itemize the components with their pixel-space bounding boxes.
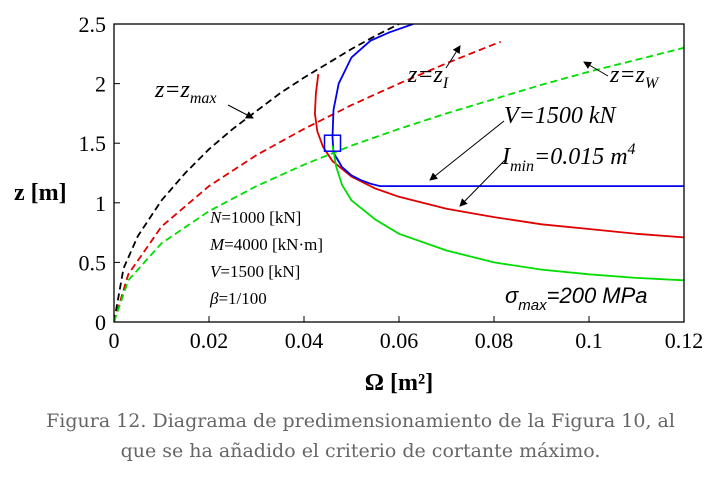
- label-Imin-sub: min: [510, 158, 534, 175]
- param-N-symbol: N: [209, 208, 223, 227]
- label-zmax-main: z=z: [154, 77, 191, 103]
- x-tick-label: 0.02: [190, 328, 229, 353]
- param-beta-value: =1/100: [218, 289, 266, 308]
- x-tick-label: 0.06: [380, 328, 419, 353]
- param-N-value: =1000 [kN]: [221, 208, 301, 227]
- x-tick-label: 0.04: [285, 328, 324, 353]
- param-beta-symbol: β: [209, 289, 219, 308]
- y-axis-label: z [m]: [14, 180, 67, 206]
- label-zW-sub: W: [645, 75, 660, 92]
- x-tick-label: 0.1: [575, 328, 603, 353]
- arrow-zI: [445, 45, 461, 69]
- param-V: V=1500 [kN]: [210, 262, 300, 281]
- series-line-5: [331, 145, 684, 282]
- label-zmax-sub: max: [190, 90, 217, 107]
- label-Imin-rest: =0.015 m: [534, 144, 628, 170]
- arrow-zW: [583, 61, 609, 77]
- caption-line-2: que se ha añadido el criterio de cortant…: [120, 440, 601, 462]
- series-line-0: [114, 24, 400, 322]
- label-sigma-main: σ: [505, 283, 519, 308]
- label-V: V=1500 kN: [504, 103, 618, 129]
- arrow-zmax: [227, 104, 254, 119]
- label-zI-sub: I: [442, 75, 449, 92]
- label-zmax: z=zmax: [154, 77, 217, 107]
- y-tick-label: 2: [95, 72, 106, 97]
- param-M-value: =4000 [kN·m]: [224, 235, 323, 254]
- x-tick-label: 0: [109, 328, 120, 353]
- optimum-marker: [323, 134, 342, 152]
- param-N: N=1000 [kN]: [209, 208, 301, 227]
- series-line-4: [331, 24, 684, 187]
- label-Imin: Imin=0.015 m4: [501, 141, 636, 175]
- caption-line-1: Figura 12. Diagrama de predimensionamien…: [46, 410, 675, 432]
- label-sigma: σmax=200 MPa: [505, 283, 648, 314]
- param-M-symbol: M: [209, 235, 225, 254]
- x-tick-label: 0.12: [665, 328, 704, 353]
- chart: 0 0.02 0.04 0.06 0.08 0.1 0.12 0 0.5 1 1.5 2 2.5 Ω […: [14, 12, 704, 396]
- ticks-group: 0 0.02 0.04 0.06 0.08 0.1 0.12 0 0.5 1 1.5 2 2.5: [79, 12, 704, 353]
- y-tick-label: 1: [95, 191, 106, 216]
- series-line-1: [114, 41, 502, 322]
- arrow-Imin: [459, 159, 506, 207]
- y-tick-label: 1.5: [79, 131, 107, 156]
- figure-caption: Figura 12. Diagrama de predimensionamien…: [0, 406, 721, 466]
- label-zW: z=zW: [609, 62, 660, 92]
- y-tick-label: 0.5: [79, 250, 107, 275]
- label-Imin-sup: 4: [628, 141, 636, 158]
- curves-group: [114, 24, 684, 322]
- param-V-symbol: V: [210, 262, 223, 281]
- x-axis-label: Ω [m²]: [365, 370, 433, 396]
- x-tick-label: 0.08: [475, 328, 514, 353]
- y-tick-label: 0: [95, 310, 106, 335]
- param-beta: β=1/100: [209, 289, 267, 308]
- param-V-value: =1500 [kN]: [220, 262, 300, 281]
- y-tick-label: 2.5: [79, 12, 107, 37]
- label-sigma-sub: max: [518, 297, 547, 314]
- param-M: M=4000 [kN·m]: [209, 235, 323, 254]
- series-line-3: [313, 73, 684, 239]
- label-zW-main: z=z: [609, 62, 646, 88]
- label-sigma-rest: =200 MPa: [547, 283, 648, 308]
- series-line-2: [114, 46, 684, 322]
- arrow-V: [429, 120, 505, 181]
- label-zI-main: z=z: [407, 62, 444, 88]
- label-Imin-main: I: [501, 144, 511, 170]
- label-zI: z=zI: [407, 62, 449, 92]
